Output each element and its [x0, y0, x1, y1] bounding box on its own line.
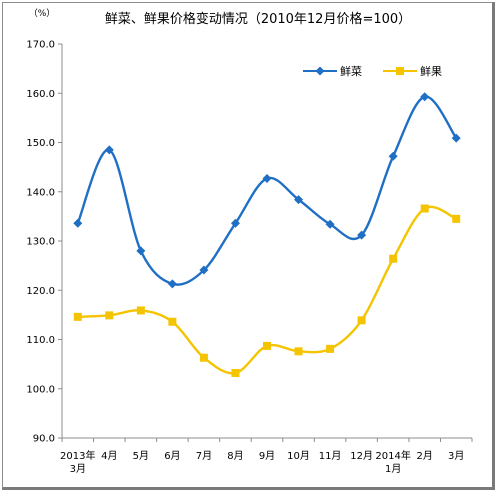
y-axis-unit: （%）: [29, 8, 56, 19]
x-tick-label: 7月: [196, 450, 212, 462]
data-point: [168, 317, 177, 326]
data-point: [325, 219, 335, 229]
x-tick-label: 4月: [101, 450, 117, 462]
y-tick-label: 150.0: [26, 138, 55, 149]
data-point: [73, 218, 83, 228]
data-point: [136, 306, 145, 315]
x-tick-label: 10月: [287, 450, 310, 462]
data-point: [294, 347, 303, 356]
series-layer: [73, 92, 461, 377]
y-tick-label: 100.0: [26, 384, 55, 395]
data-point: [105, 311, 114, 320]
legend-marker: [396, 67, 404, 75]
legend-label: 鲜果: [420, 64, 442, 78]
y-tick-label: 110.0: [26, 335, 55, 346]
x-tick-label: 2014年: [375, 449, 410, 462]
y-tick-label: 120.0: [26, 286, 55, 297]
data-point: [357, 230, 367, 240]
x-tick-label: 11月: [319, 450, 342, 462]
x-tick-label: 2013年: [60, 449, 95, 462]
y-tick-label: 140.0: [26, 187, 55, 198]
data-point: [388, 151, 398, 161]
data-point: [263, 341, 271, 350]
y-tick-label: 160.0: [26, 89, 55, 100]
y-tick-label: 90.0: [33, 434, 55, 445]
x-tick-label: 3月: [448, 450, 464, 462]
data-point: [73, 312, 82, 321]
series-1: [73, 92, 461, 289]
y-axis-ticks: 90.0 100.0 110.0 120.0 130.0 140.0 150.0 160.0 1…: [26, 40, 62, 445]
y-tick-label: 130.0: [26, 237, 55, 248]
data-point: [294, 195, 304, 205]
data-point: [199, 265, 209, 275]
x-tick-label: 3月: [70, 463, 86, 475]
y-tick-label: 170.0: [26, 40, 55, 51]
x-tick-label: 2月: [417, 450, 433, 462]
chart-frame: [2, 2, 495, 490]
x-tick-label: 12月: [350, 450, 373, 462]
data-point: [199, 353, 208, 362]
series-2: [73, 204, 461, 377]
legend-marker: [315, 66, 325, 76]
x-tick-label: 9月: [259, 450, 275, 462]
data-point: [136, 246, 146, 256]
data-point: [230, 218, 240, 228]
data-point: [167, 279, 177, 289]
data-point: [231, 368, 240, 377]
series-line: [76, 95, 458, 286]
axes: [61, 44, 472, 439]
data-point: [389, 254, 398, 263]
data-point: [451, 133, 461, 143]
data-point: [104, 145, 114, 155]
legend-label: 鲜菜: [340, 64, 362, 78]
legend: 鲜菜 鲜果: [303, 64, 442, 78]
data-point: [326, 344, 335, 353]
x-tick-label: 6月: [164, 450, 180, 462]
chart-title: 鲜菜、鲜果价格变动情况（2010年12月价格=100）: [105, 11, 411, 27]
data-point: [262, 173, 272, 183]
data-point: [420, 92, 430, 102]
x-tick-label: 8月: [227, 450, 243, 462]
data-point: [357, 316, 366, 325]
data-point: [420, 204, 429, 213]
x-tick-label: 1月: [385, 463, 401, 475]
data-point: [452, 214, 461, 223]
x-tick-label: 5月: [133, 450, 149, 462]
